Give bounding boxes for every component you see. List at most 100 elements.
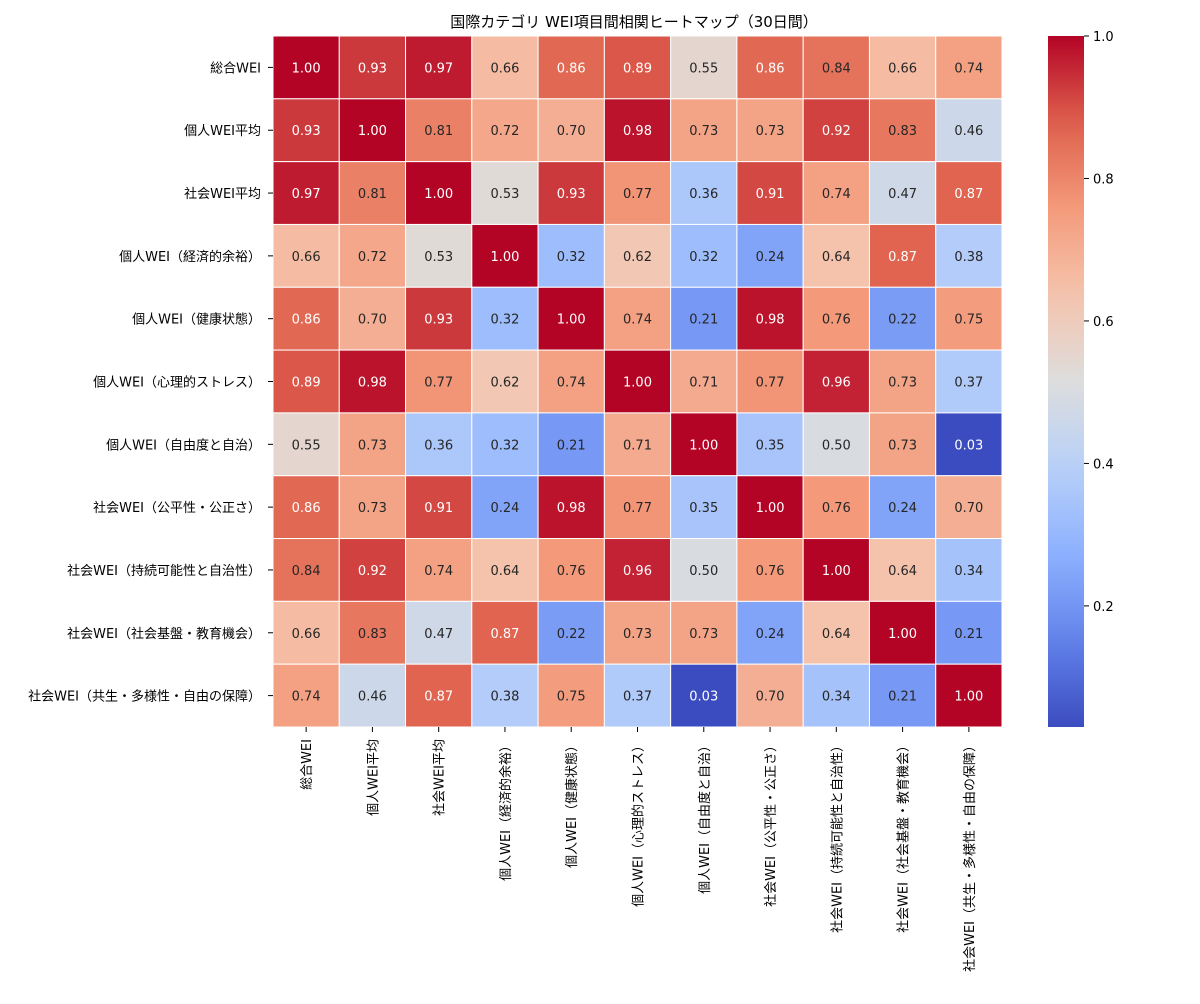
cell-value-label: 0.76 (822, 501, 851, 516)
cell-value-label: 1.00 (424, 187, 453, 202)
cell-value-label: 0.74 (557, 376, 586, 391)
heatmap-cell (537, 663, 605, 728)
heatmap-cell (868, 286, 937, 351)
heatmap-cell (405, 35, 473, 100)
cell-value-label: 0.37 (954, 376, 983, 391)
heatmap-cell (868, 538, 937, 602)
heatmap-cell (272, 412, 340, 477)
cell-value-label: 0.74 (822, 187, 851, 202)
heatmap-cell (670, 475, 738, 540)
cell-value-label: 0.32 (490, 313, 519, 328)
cell-value-label: 0.86 (557, 61, 586, 76)
heatmap-cell (670, 98, 738, 163)
cell-value-label: 0.35 (689, 501, 718, 516)
cell-value-label: 0.98 (756, 313, 785, 328)
heatmap-cell (802, 98, 870, 163)
heatmap-cell (670, 161, 738, 225)
heatmap-cell (272, 475, 340, 540)
cell-value-label: 0.77 (424, 376, 453, 391)
cell-value-label: 0.81 (358, 187, 387, 202)
cell-value-label: 0.24 (888, 501, 917, 516)
x-tick-label: 社会WEI（持続可能性と自治性） (829, 739, 845, 933)
x-tick-label: 社会WEI平均 (432, 739, 448, 816)
heatmap-cell (736, 538, 804, 602)
cell-value-label: 0.22 (557, 627, 586, 642)
cell-value-label: 0.38 (954, 250, 983, 265)
heatmap-cell (603, 35, 672, 100)
heatmap-cell (338, 412, 407, 477)
cell-value-label: 0.62 (490, 376, 519, 391)
heatmap-cell (736, 600, 804, 665)
cell-value-label: 1.00 (888, 627, 917, 642)
heatmap-cell (537, 161, 605, 225)
cell-value-label: 0.64 (490, 564, 519, 579)
cell-value-label: 0.24 (490, 501, 519, 516)
cell-value-label: 0.86 (292, 501, 321, 516)
cell-value-label: 0.64 (888, 564, 917, 579)
x-tick-label: 社会WEI（公平性・公正さ） (763, 739, 779, 907)
heatmap-cell (272, 35, 340, 100)
cell-value-label: 0.21 (888, 690, 917, 705)
heatmap-cell (338, 286, 407, 351)
heatmap-cell (405, 412, 473, 477)
cell-value-label: 0.64 (822, 627, 851, 642)
cell-value-label: 0.93 (358, 61, 387, 76)
x-tick-label: 個人WEI（自由度と自治） (697, 739, 713, 894)
heatmap-cell (935, 286, 1003, 351)
cell-value-label: 0.70 (557, 124, 586, 139)
heatmap-cell (338, 475, 407, 540)
heatmap-cell (471, 35, 539, 100)
cell-value-label: 0.97 (292, 187, 321, 202)
cell-value-label: 0.93 (292, 124, 321, 139)
cell-value-label: 0.70 (756, 690, 785, 705)
y-tick-label: 個人WEI（経済的余裕） (119, 249, 261, 265)
heatmap-cell (603, 663, 672, 728)
cell-value-label: 0.74 (292, 690, 321, 705)
y-tick-label: 社会WEI平均 (184, 186, 261, 202)
heatmap-cell (471, 223, 539, 288)
cell-value-label: 0.64 (822, 250, 851, 265)
cell-value-label: 0.73 (358, 501, 387, 516)
cell-value-label: 0.47 (424, 627, 453, 642)
heatmap-cell (736, 98, 804, 163)
cell-value-label: 0.66 (292, 250, 321, 265)
cell-value-label: 0.81 (424, 124, 453, 139)
cell-value-label: 0.73 (888, 376, 917, 391)
heatmap-cell (405, 286, 473, 351)
cell-value-label: 1.00 (954, 690, 983, 705)
heatmap-cell (338, 663, 407, 728)
cell-value-label: 0.93 (424, 313, 453, 328)
heatmap-cell (603, 349, 672, 414)
cell-value-label: 0.62 (623, 250, 652, 265)
x-tick-label: 社会WEI（共生・多様性・自由の保障） (962, 739, 978, 972)
heatmap-cell (868, 223, 937, 288)
cell-value-label: 0.70 (954, 501, 983, 516)
heatmap-cell (405, 663, 473, 728)
cell-value-label: 0.86 (292, 313, 321, 328)
cell-value-label: 0.50 (822, 438, 851, 453)
y-tick-label: 社会WEI（社会基盤・教育機会） (67, 626, 261, 642)
y-tick-label: 社会WEI（公平性・公正さ） (93, 500, 261, 516)
cell-value-label: 0.55 (292, 438, 321, 453)
cell-value-label: 0.77 (623, 501, 652, 516)
cell-value-label: 0.76 (557, 564, 586, 579)
x-tick-label: 総合WEI (300, 739, 315, 790)
heatmap-cell (272, 538, 340, 602)
heatmap-cell (935, 412, 1003, 477)
cell-value-label: 0.37 (623, 690, 652, 705)
heatmap-cell (537, 475, 605, 540)
cell-value-label: 0.32 (689, 250, 718, 265)
heatmap-cell (471, 475, 539, 540)
cell-value-label: 0.24 (756, 250, 785, 265)
heatmap-cell (868, 98, 937, 163)
colorbar-tick-label: 0.4 (1093, 457, 1114, 472)
cell-value-label: 0.32 (557, 250, 586, 265)
heatmap-cell (868, 412, 937, 477)
cell-value-label: 0.71 (623, 438, 652, 453)
cell-value-label: 0.73 (358, 438, 387, 453)
y-tick-label: 個人WEI（自由度と自治） (106, 437, 261, 453)
cell-value-label: 0.89 (623, 61, 652, 76)
heatmap-cell (736, 35, 804, 100)
cell-value-label: 0.73 (689, 627, 718, 642)
